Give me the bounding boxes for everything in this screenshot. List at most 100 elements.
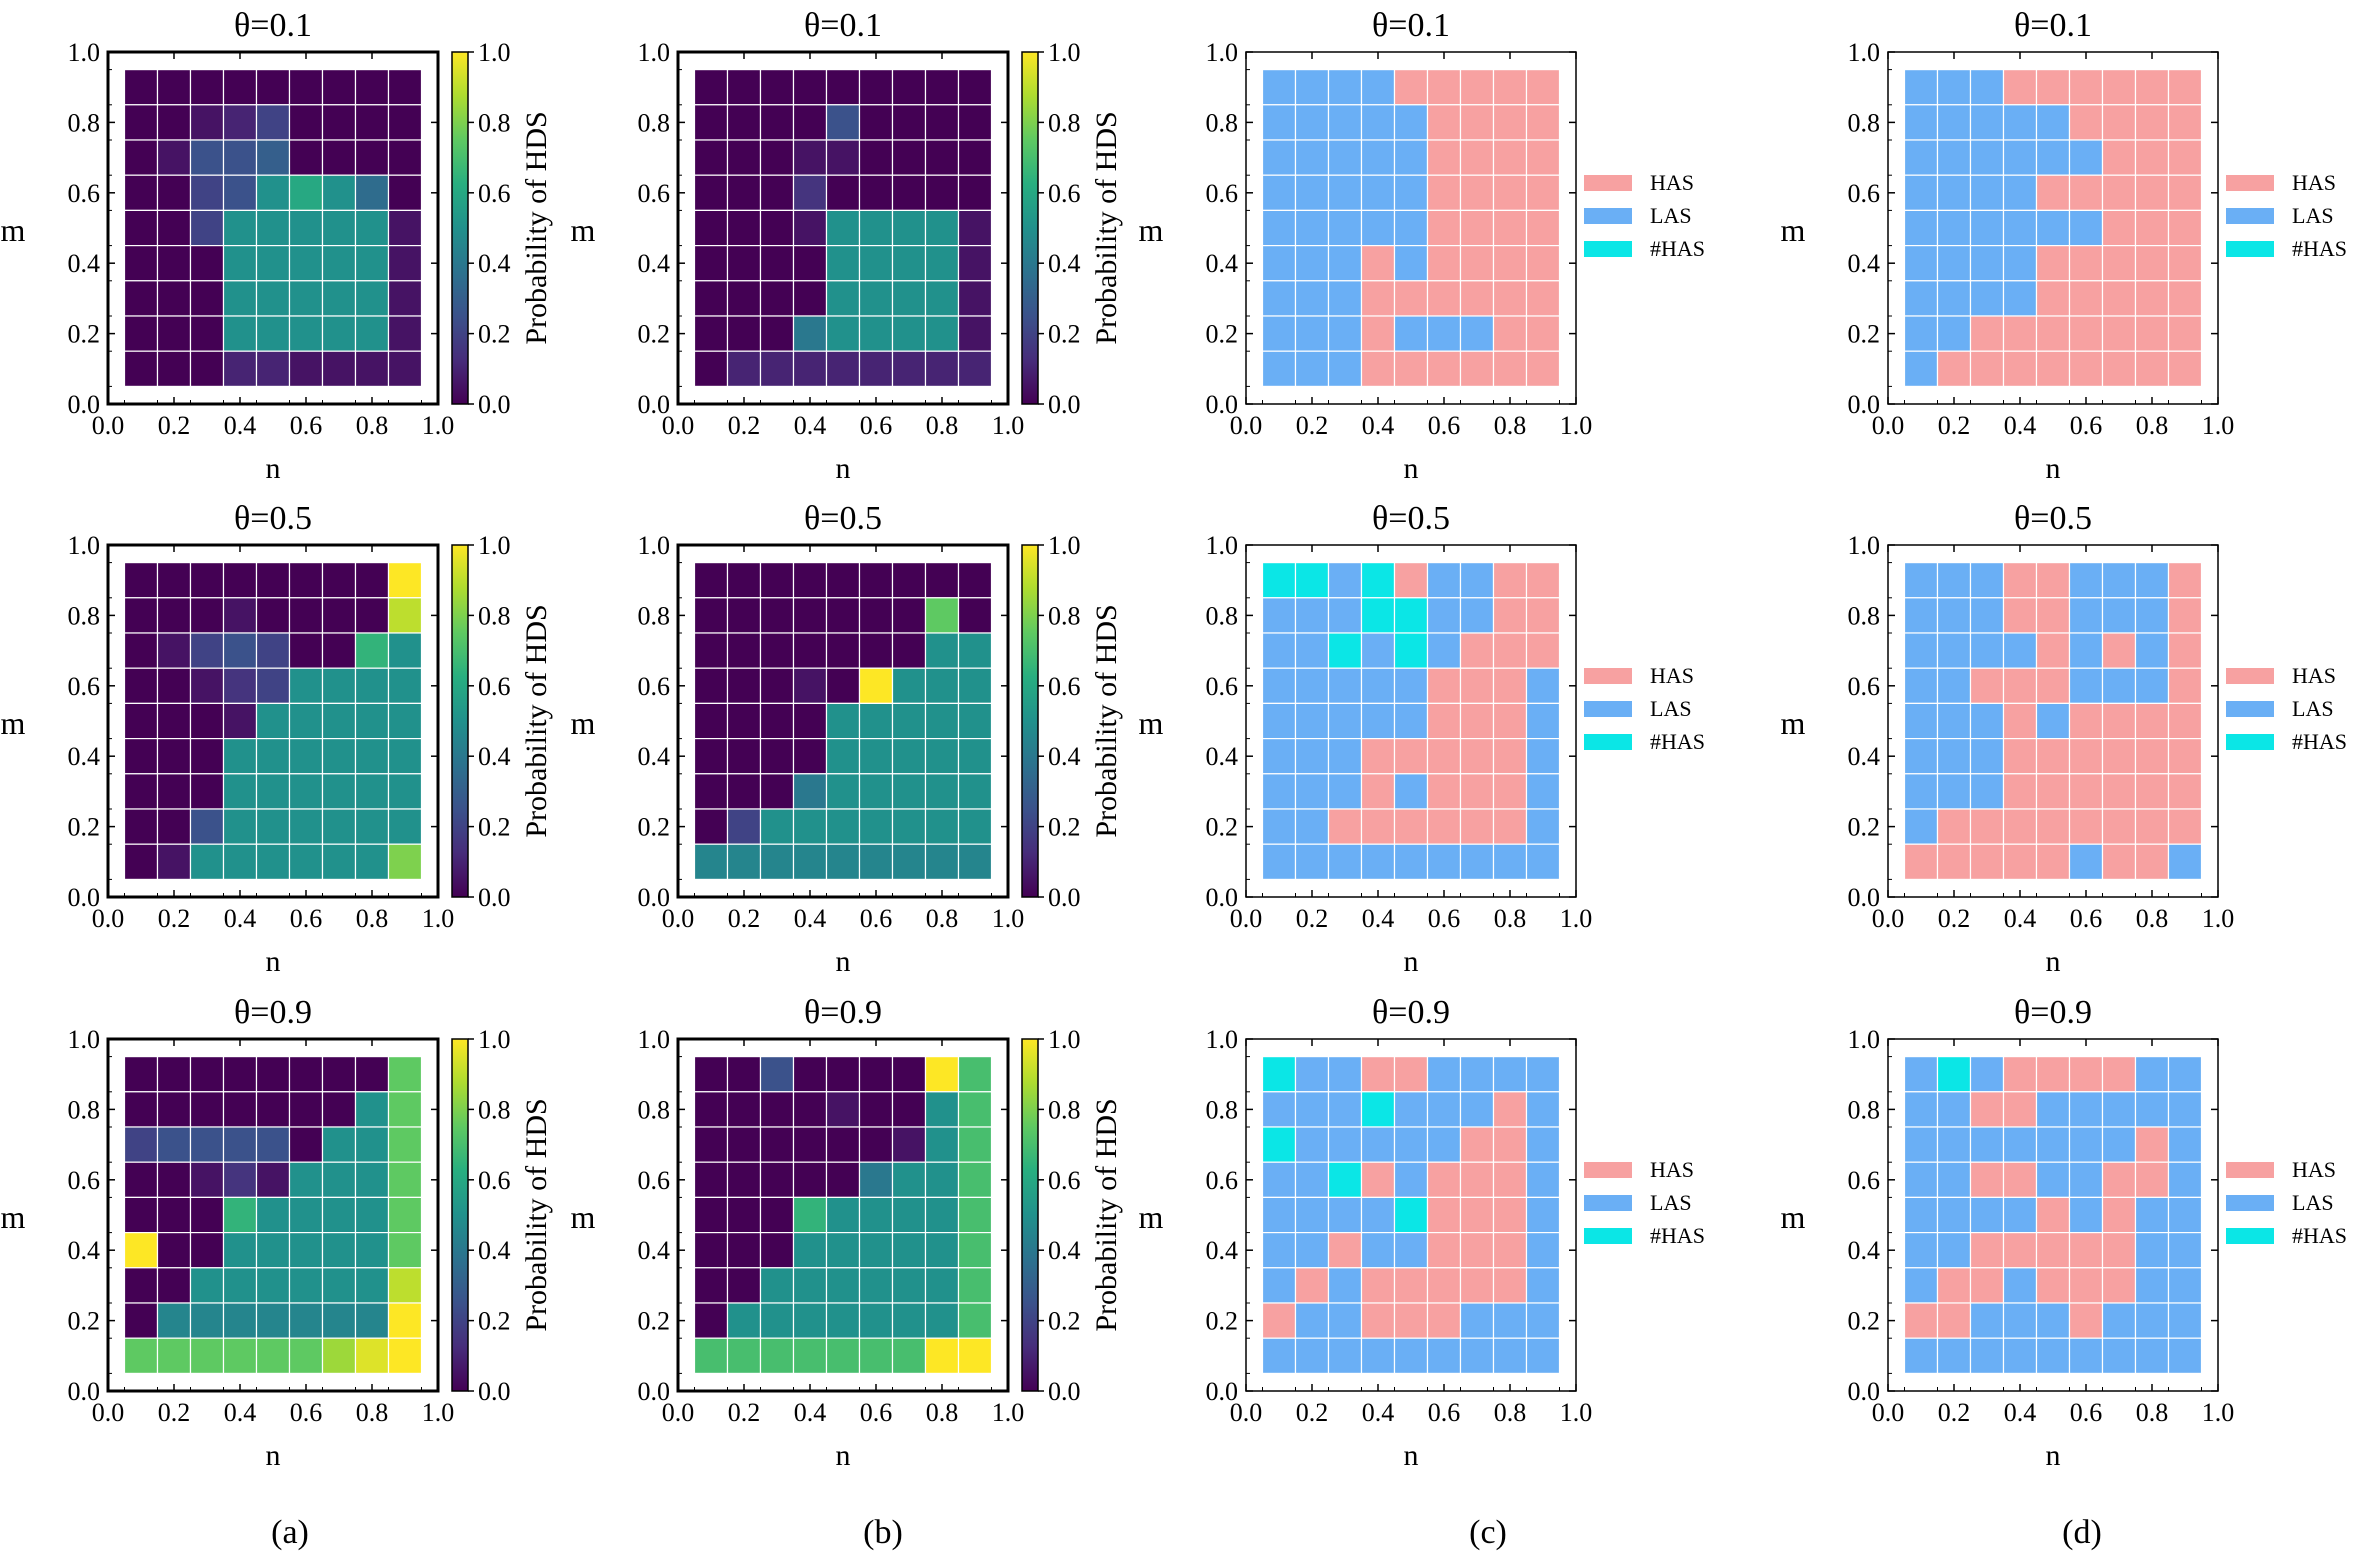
heatmap-cell	[957, 667, 993, 705]
x-axis-label: n	[836, 1439, 851, 1472]
heatmap-cell	[1360, 1126, 1396, 1163]
heatmap-cell	[1459, 808, 1495, 845]
heatmap-cell	[2134, 1091, 2170, 1128]
y-tick-label: 0.6	[1848, 1166, 1881, 1195]
x-tick-label: 0.8	[2136, 411, 2169, 440]
heatmap-cell	[2035, 1055, 2071, 1093]
heatmap-cell	[891, 808, 927, 845]
heatmap-cell	[693, 104, 729, 141]
heatmap-cell	[255, 350, 291, 388]
heatmap-cell	[2068, 773, 2104, 810]
heatmap-cell	[1360, 1302, 1396, 1339]
heatmap-cell	[255, 68, 291, 106]
heatmap-cell	[321, 561, 357, 599]
heatmap-cell	[1261, 1302, 1297, 1339]
y-tick-label: 1.0	[68, 38, 101, 67]
heatmap-cell	[1261, 808, 1297, 845]
heatmap-cell	[255, 245, 291, 282]
colorbar	[1021, 51, 1039, 405]
heatmap-cell	[759, 104, 795, 141]
heatmap-cell	[825, 667, 861, 705]
heatmap-cell	[255, 174, 291, 211]
heatmap-cell	[825, 561, 861, 599]
heatmap-cell	[1525, 68, 1561, 106]
heatmap-cell	[1426, 1161, 1462, 1198]
legend-label: LAS	[2292, 696, 2334, 721]
heatmap-cell	[288, 315, 324, 352]
heatmap-cell	[2035, 315, 2071, 352]
heatmap-cell	[1261, 104, 1297, 141]
heatmap-cell	[1969, 174, 2005, 211]
heatmap-cell	[2101, 667, 2137, 705]
heatmap-cell	[1459, 561, 1495, 599]
y-tick-label: 1.0	[1848, 38, 1881, 67]
heatmap-cell	[1459, 773, 1495, 810]
x-tick-label: 0.6	[2070, 1398, 2103, 1427]
heatmap-cell	[858, 1196, 894, 1234]
heatmap-cell	[1261, 597, 1297, 634]
heatmap-cell	[354, 1161, 390, 1198]
heatmap-cell	[1294, 561, 1330, 599]
subplot-c1: θ=0.1 0.0 0.2 0.4 0.6 0.8 1.0 0.0 0.2 0.4 0.6 0.8 1.…	[1139, 7, 1705, 485]
heatmap-cell	[123, 1161, 159, 1198]
heatmap-cell	[387, 843, 423, 881]
axes-frame	[1887, 544, 2219, 898]
heatmap-cell	[387, 350, 423, 388]
legend-swatch-las	[2226, 208, 2274, 224]
heatmap-cell	[1936, 174, 1972, 211]
heatmap-cell	[1525, 139, 1561, 176]
heatmap-cell	[1261, 315, 1297, 352]
heatmap-cell	[2035, 702, 2071, 740]
legend-swatch-hash-has	[1584, 241, 1632, 257]
heatmap-cell	[354, 702, 390, 740]
heatmap-cell	[123, 209, 159, 247]
heatmap-cell	[156, 1126, 192, 1163]
heatmap-cell	[891, 1231, 927, 1269]
heatmap-cell	[2035, 773, 2071, 810]
heatmap-cell	[156, 561, 192, 599]
x-axis-label: n	[2046, 945, 2061, 978]
heatmap-cell	[1261, 280, 1297, 317]
heatmap-cell	[693, 245, 729, 282]
heatmap-cell	[825, 1337, 861, 1374]
y-tick-label: 0.8	[1848, 601, 1881, 630]
heatmap-cell	[1393, 737, 1429, 775]
heatmap-cell	[2002, 597, 2038, 634]
heatmap-cell	[1903, 139, 1939, 176]
heatmap-cell	[2002, 1126, 2038, 1163]
heatmap-cell	[2002, 139, 2038, 176]
heatmap-cell	[759, 1126, 795, 1163]
y-tick-label: 0.8	[1848, 1095, 1881, 1124]
heatmap-cell	[156, 315, 192, 352]
colorbar-label: Probability of HDS	[520, 1098, 553, 1331]
heatmap-cell	[1459, 315, 1495, 352]
heatmap-cell	[825, 737, 861, 775]
heatmap-cell	[2167, 1196, 2203, 1234]
heatmap-cell	[792, 1231, 828, 1269]
heatmap-cell	[759, 1231, 795, 1269]
heatmap-cell	[726, 632, 762, 669]
heatmap-cell	[2068, 843, 2104, 881]
heatmap-cell	[387, 632, 423, 669]
heatmap-cell	[792, 667, 828, 705]
heatmap-cell	[1936, 667, 1972, 705]
heatmap-cell	[387, 1196, 423, 1234]
heatmap-cell	[288, 68, 324, 106]
heatmap-cell	[255, 843, 291, 881]
heatmap-cell	[957, 843, 993, 881]
heatmap-cell	[1903, 1302, 1939, 1339]
heatmap-cell	[1903, 702, 1939, 740]
heatmap-cell	[726, 1091, 762, 1128]
heatmap-cell	[891, 315, 927, 352]
heatmap-cell	[1393, 702, 1429, 740]
heatmap-cell	[189, 1196, 225, 1234]
y-tick-label: 1.0	[638, 38, 671, 67]
axes-frame	[1245, 1038, 1577, 1392]
heatmap-cell	[1261, 1161, 1297, 1198]
heatmap-cell	[2101, 773, 2137, 810]
heatmap-cell	[222, 1055, 258, 1093]
heatmap-cell	[156, 808, 192, 845]
y-tick-label: 0.8	[68, 601, 101, 630]
heatmap-cell	[387, 280, 423, 317]
heatmap-cell	[1936, 315, 1972, 352]
